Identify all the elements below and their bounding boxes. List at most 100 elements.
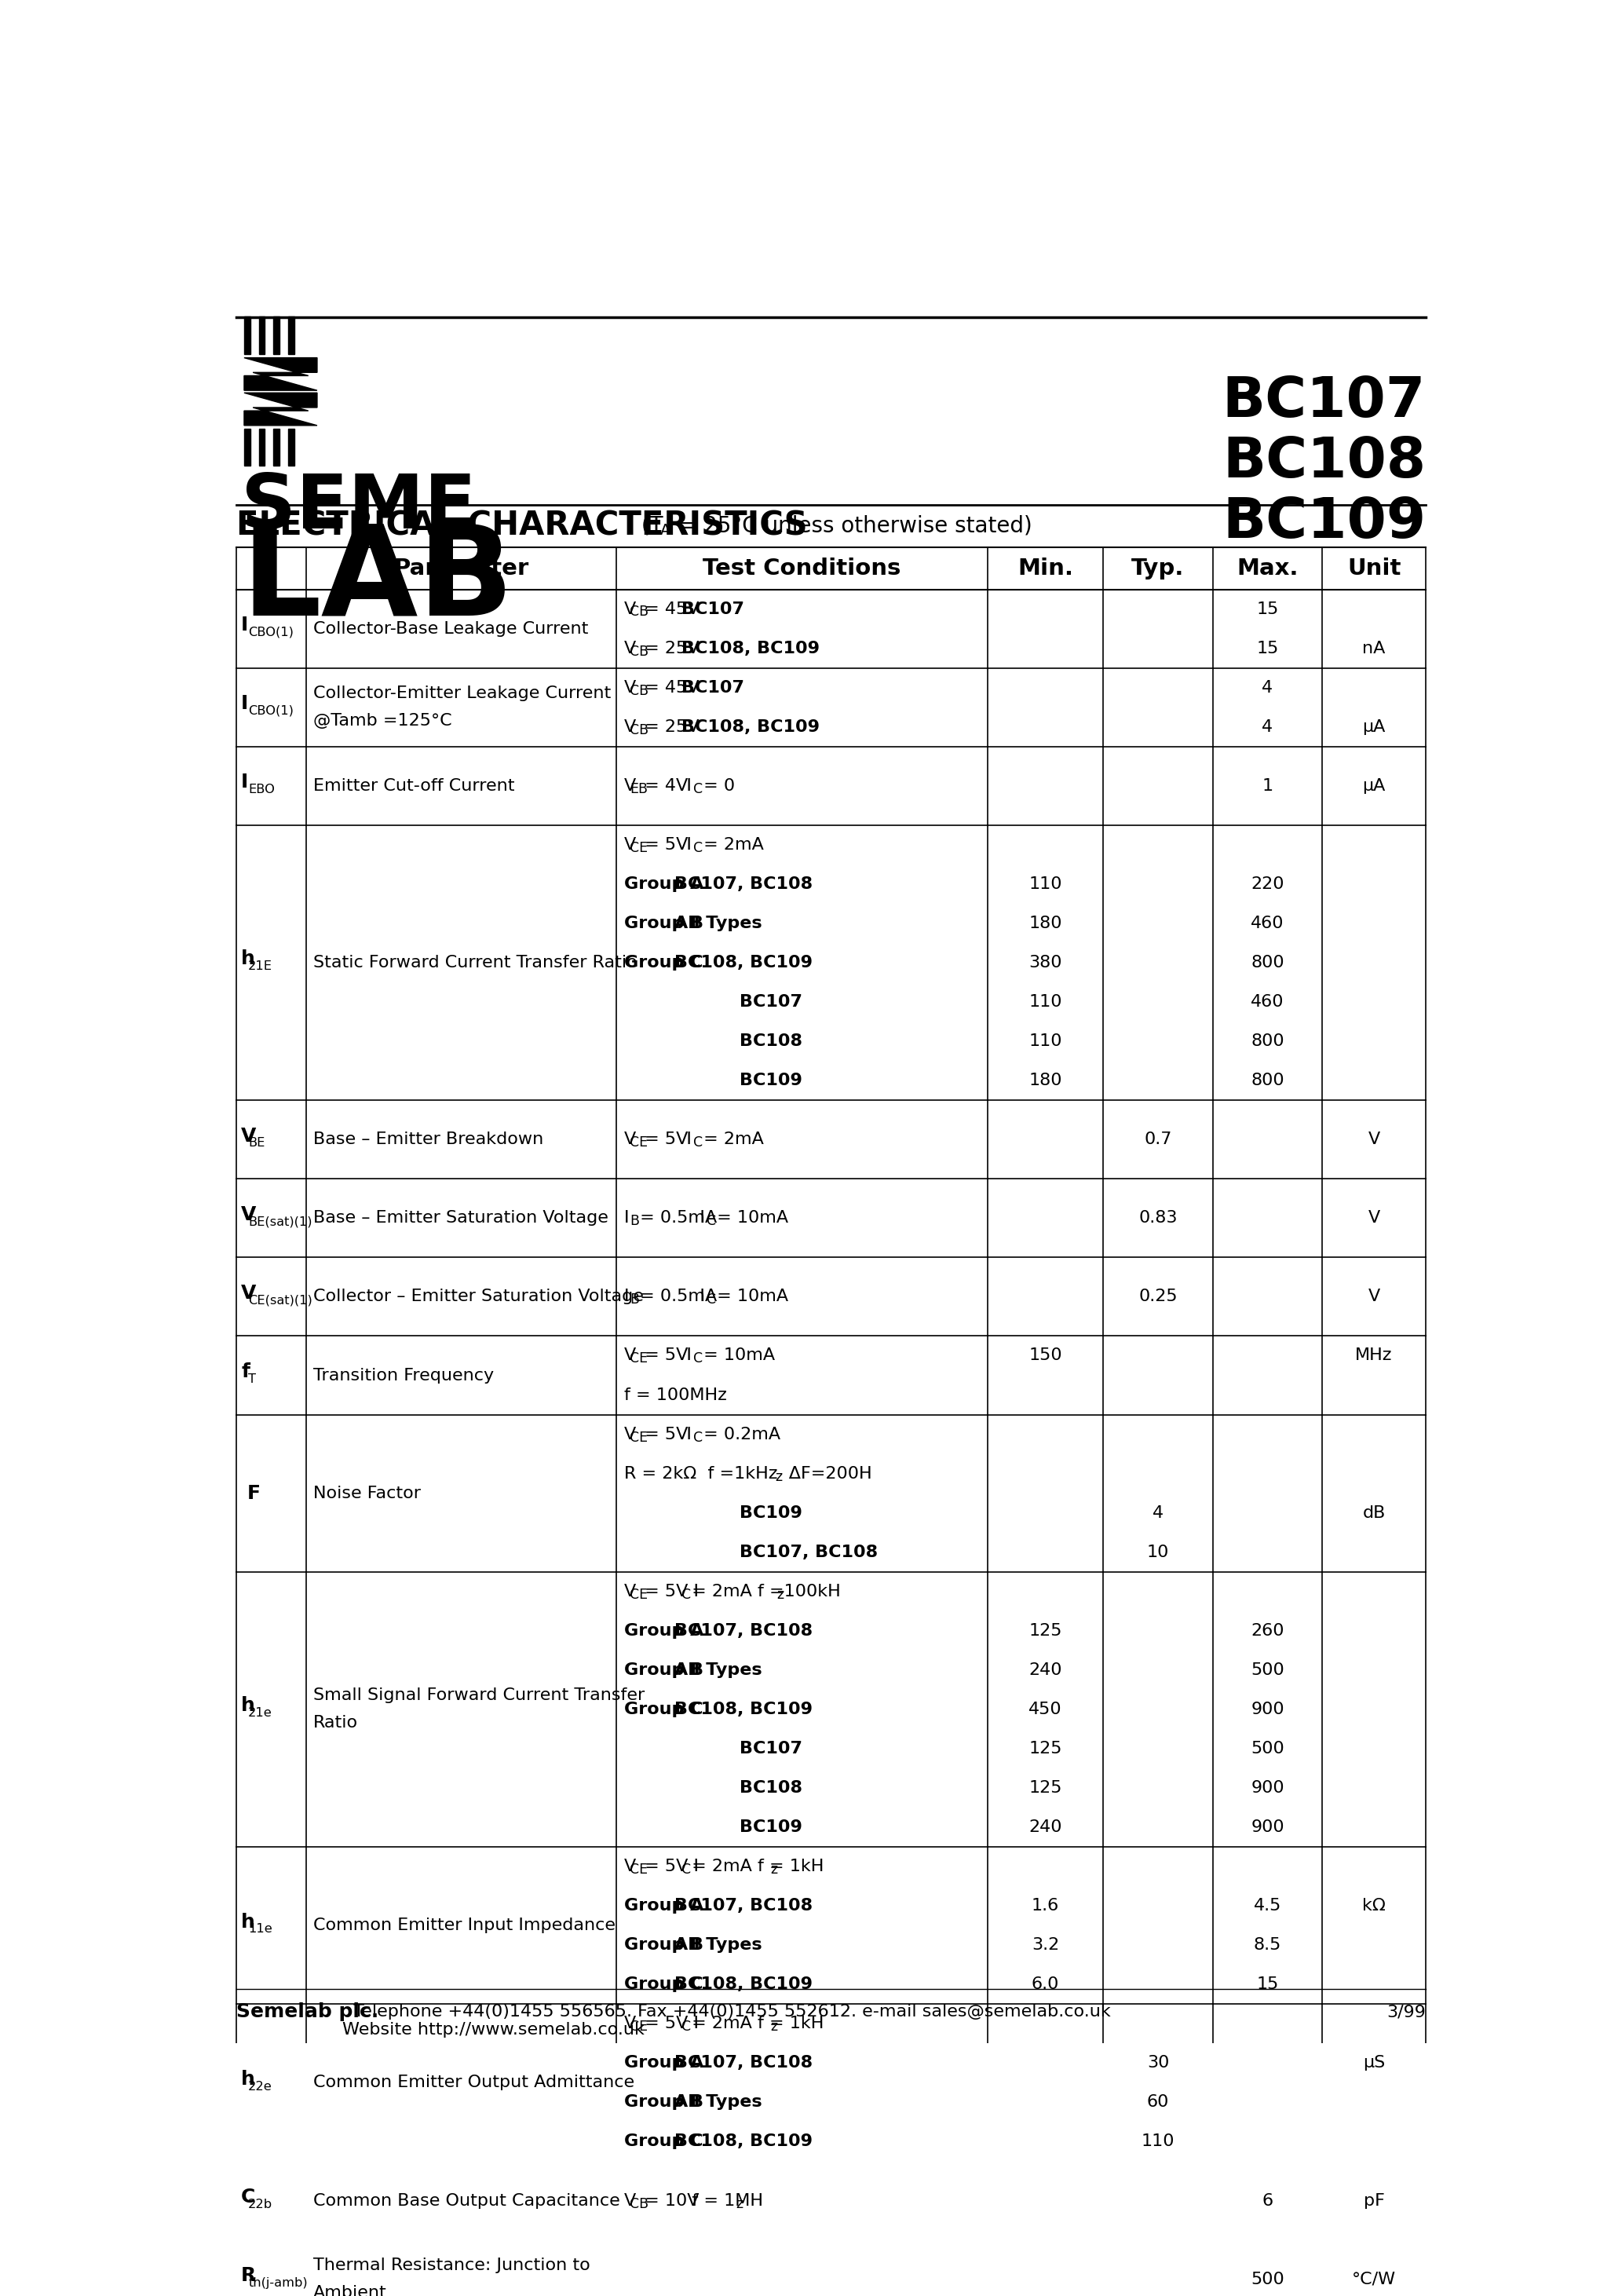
Text: 110: 110: [1142, 2133, 1174, 2149]
Text: V: V: [242, 1283, 256, 1302]
Text: 125: 125: [1028, 1623, 1062, 1639]
Text: BC107, BC108: BC107, BC108: [740, 1545, 878, 1559]
Text: = 5V: = 5V: [639, 1348, 688, 1364]
Text: 800: 800: [1251, 1033, 1285, 1049]
Text: kΩ: kΩ: [1362, 1899, 1385, 1915]
Text: I: I: [683, 1288, 704, 1304]
Text: BC109: BC109: [740, 1506, 803, 1520]
Text: Emitter Cut-off Current: Emitter Cut-off Current: [313, 778, 514, 794]
Text: 180: 180: [1028, 1072, 1062, 1088]
Text: BC109: BC109: [1223, 496, 1426, 549]
Text: = 10mA: = 10mA: [712, 1288, 788, 1304]
Text: I: I: [242, 615, 248, 634]
Text: 450: 450: [1028, 1701, 1062, 1717]
Text: F: F: [247, 1483, 261, 1502]
Text: 30: 30: [1147, 2055, 1169, 2071]
Text: 11e: 11e: [248, 1924, 272, 1936]
Text: Semelab plc.: Semelab plc.: [237, 2002, 378, 2020]
Text: f = 1MH: f = 1MH: [675, 2193, 764, 2209]
Text: 125: 125: [1028, 1779, 1062, 1795]
Text: BC108, BC109: BC108, BC109: [675, 1701, 813, 1717]
Text: I: I: [670, 838, 691, 852]
Text: @Tamb =125°C: @Tamb =125°C: [313, 714, 453, 728]
Text: z: z: [775, 1469, 782, 1483]
Text: Group A: Group A: [624, 877, 704, 891]
Text: V: V: [624, 1132, 636, 1148]
Text: 0.7: 0.7: [1144, 1132, 1173, 1148]
Text: = 0.5mA: = 0.5mA: [634, 1210, 717, 1226]
Text: z: z: [736, 2197, 743, 2211]
Text: 4: 4: [1153, 1506, 1163, 1520]
Text: 0.25: 0.25: [1139, 1288, 1178, 1304]
Text: Transition Frequency: Transition Frequency: [313, 1368, 495, 1382]
Text: (T: (T: [634, 514, 663, 537]
Text: 900: 900: [1251, 1779, 1285, 1795]
Text: Collector-Base Leakage Current: Collector-Base Leakage Current: [313, 620, 589, 636]
Text: Parameter: Parameter: [394, 558, 529, 579]
Text: 240: 240: [1028, 1662, 1062, 1678]
Bar: [245, 317, 250, 354]
Text: Group B: Group B: [624, 2094, 704, 2110]
Text: BC107, BC108: BC107, BC108: [675, 877, 813, 891]
Text: MHz: MHz: [1356, 1348, 1393, 1364]
Text: I: I: [670, 778, 691, 794]
Text: C: C: [694, 1352, 702, 1366]
Text: Website http://www.semelab.co.uk: Website http://www.semelab.co.uk: [342, 2023, 646, 2039]
Text: = 25°C unless otherwise stated): = 25°C unless otherwise stated): [672, 514, 1032, 537]
Text: I: I: [670, 1132, 691, 1148]
Text: V: V: [624, 602, 636, 618]
Text: BC108, BC109: BC108, BC109: [675, 955, 813, 971]
Text: 460: 460: [1251, 916, 1285, 932]
Text: Collector – Emitter Saturation Voltage: Collector – Emitter Saturation Voltage: [313, 1288, 644, 1304]
Text: Noise Factor: Noise Factor: [313, 1486, 422, 1502]
Text: Min.: Min.: [1017, 558, 1074, 579]
Text: CE: CE: [629, 1352, 647, 1366]
Text: C: C: [694, 840, 702, 854]
Text: BC108, BC109: BC108, BC109: [675, 2133, 813, 2149]
Text: Static Forward Current Transfer Ratio: Static Forward Current Transfer Ratio: [313, 955, 637, 971]
Text: 220: 220: [1251, 877, 1285, 891]
Text: 125: 125: [1028, 1740, 1062, 1756]
Text: C: C: [694, 1430, 702, 1444]
Text: 380: 380: [1028, 955, 1062, 971]
Text: BC107, BC108: BC107, BC108: [675, 1899, 813, 1915]
Text: LAB: LAB: [242, 519, 514, 641]
Text: V: V: [624, 680, 636, 696]
Text: Group C: Group C: [624, 955, 702, 971]
Text: BC108: BC108: [740, 1033, 803, 1049]
Text: 460: 460: [1251, 994, 1285, 1010]
Text: CB: CB: [629, 684, 649, 698]
Text: Group B: Group B: [624, 916, 704, 932]
Text: Small Signal Forward Current Transfer: Small Signal Forward Current Transfer: [313, 1688, 646, 1704]
Text: = 5V I: = 5V I: [639, 1584, 699, 1600]
Text: I: I: [242, 774, 248, 792]
Text: R: R: [242, 2266, 256, 2285]
Text: BE: BE: [248, 1137, 264, 1148]
Text: All Types: All Types: [675, 916, 762, 932]
Text: 8.5: 8.5: [1254, 1938, 1281, 1954]
Text: V: V: [624, 1584, 636, 1600]
Text: 22e: 22e: [248, 2080, 272, 2092]
Text: 800: 800: [1251, 1072, 1285, 1088]
Text: Group B: Group B: [624, 1662, 704, 1678]
Text: CB: CB: [629, 2197, 649, 2211]
Text: C: C: [707, 1293, 717, 1306]
Text: 15: 15: [1257, 1977, 1278, 1993]
Text: = 5V: = 5V: [639, 1132, 688, 1148]
Text: I: I: [624, 1288, 629, 1304]
Text: Common Base Output Capacitance: Common Base Output Capacitance: [313, 2193, 620, 2209]
Text: 900: 900: [1251, 1818, 1285, 1835]
Text: Base – Emitter Breakdown: Base – Emitter Breakdown: [313, 1132, 543, 1148]
Text: Thermal Resistance: Junction to: Thermal Resistance: Junction to: [313, 2257, 590, 2273]
Text: BC107, BC108: BC107, BC108: [675, 2055, 813, 2071]
Text: B: B: [629, 1293, 639, 1306]
Text: 3/99: 3/99: [1387, 2004, 1426, 2020]
Text: C: C: [681, 2020, 691, 2034]
Text: 10: 10: [1147, 1545, 1169, 1559]
Text: 1: 1: [1262, 778, 1273, 794]
Text: 21e: 21e: [248, 1708, 272, 1720]
Text: CE: CE: [629, 1430, 647, 1444]
Text: BC107: BC107: [740, 994, 803, 1010]
Text: V: V: [624, 778, 636, 794]
Text: = 10V: = 10V: [639, 2193, 699, 2209]
